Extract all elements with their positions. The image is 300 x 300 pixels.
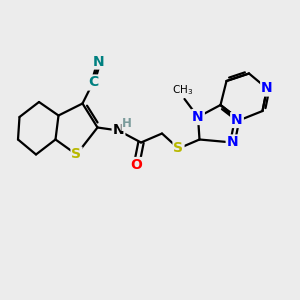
Text: O: O xyxy=(130,158,142,172)
Text: N: N xyxy=(113,124,124,137)
Text: S: S xyxy=(71,148,82,161)
Text: N: N xyxy=(261,82,273,95)
Text: CH$_3$: CH$_3$ xyxy=(172,84,194,98)
Text: N: N xyxy=(227,136,238,149)
Text: N: N xyxy=(231,113,243,127)
Text: H: H xyxy=(122,117,132,130)
Text: C: C xyxy=(88,76,98,89)
Text: S: S xyxy=(173,142,184,155)
Text: N: N xyxy=(192,110,204,124)
Text: N: N xyxy=(93,55,105,68)
